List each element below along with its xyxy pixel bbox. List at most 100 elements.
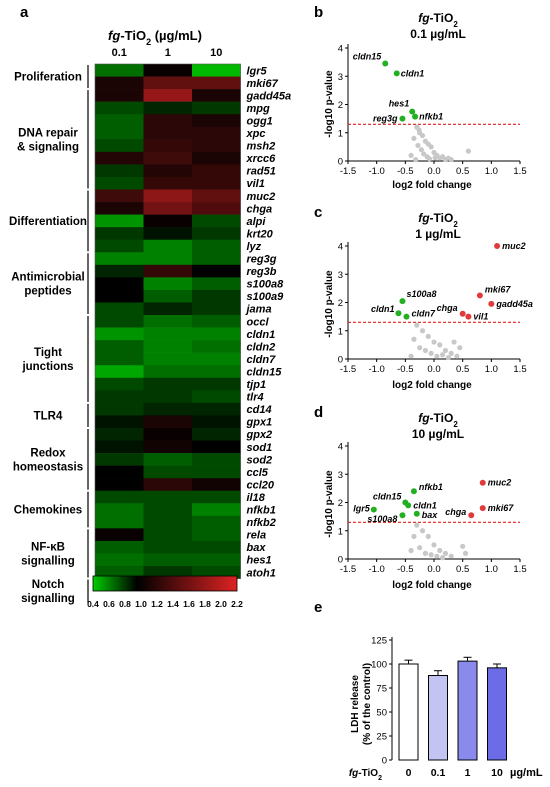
significant-point [395, 310, 402, 317]
heatmap-cell [143, 227, 193, 240]
heatmap-gene-label: chga [247, 203, 273, 215]
ns-point [431, 542, 437, 548]
gene-label: chga [445, 507, 466, 517]
heatmap-cell [95, 89, 144, 102]
significant-point [382, 60, 389, 67]
heatmap-cell [143, 315, 193, 328]
panel-e-ylabel-2: (% of the control) [362, 663, 373, 745]
significant-point [479, 505, 486, 512]
heatmap-cell [95, 239, 144, 253]
heatmap-cell [143, 478, 193, 491]
significant-point [465, 313, 472, 320]
heatmap-cell [192, 490, 241, 504]
ns-point [434, 353, 440, 359]
heatmap-cell [192, 101, 241, 115]
heatmap-cell [143, 214, 193, 228]
heatmap-column-label: 10 [210, 47, 222, 59]
ns-point [440, 554, 446, 561]
panel-c-title: fg-TiO2 [418, 211, 458, 229]
panel-c-ylabel: -log10 p-value [324, 270, 335, 338]
significant-point [488, 300, 495, 307]
gene-label: mki67 [485, 284, 512, 294]
heatmap-gene-label: il18 [247, 492, 266, 504]
x-tick-label: 0.5 [456, 364, 469, 375]
heatmap-gene-label: lyz [247, 241, 262, 253]
heatmap-cell [192, 315, 241, 328]
heatmap-gene-labels: lgr5mki67gadd45ampgogg1xpcmsh2xrcc6rad51… [245, 65, 292, 579]
heatmap-cell [192, 227, 241, 240]
heatmap-gene-label: krt20 [247, 228, 274, 240]
bar [457, 660, 478, 761]
ns-point [448, 350, 454, 356]
heatmap-cell [192, 214, 241, 228]
panel-b-xlabel: log2 fold change [392, 180, 472, 191]
heatmap-gene-label: xpc [246, 128, 266, 140]
gene-label: bax [422, 510, 439, 520]
heatmap-cell [143, 390, 193, 404]
heatmap-cell [143, 277, 193, 291]
heatmap-cell [143, 76, 193, 90]
gene-label: reg3g [373, 114, 398, 124]
panel-a-letter: a [20, 4, 29, 21]
heatmap-cell [95, 365, 144, 379]
heatmap-cell [95, 76, 144, 90]
x-tick-label: -1.5 [340, 364, 356, 375]
heatmap-cell [192, 239, 241, 253]
ns-point [425, 533, 431, 540]
ns-point [419, 328, 426, 334]
heatmap-cell [95, 101, 144, 115]
heatmap-cell [143, 490, 193, 504]
heatmap-gene-label: ogg1 [247, 115, 273, 127]
significant-point [393, 70, 400, 77]
heatmap-cell [95, 302, 144, 316]
x-tick-label: -1.5 [340, 564, 356, 575]
heatmap-gene-label: bax [247, 542, 267, 554]
y-tick-label: 4 [338, 44, 343, 55]
heatmap-gene-label: cldn1 [247, 329, 276, 341]
ns-point [460, 543, 466, 549]
ns-point [408, 547, 414, 554]
colorbar-tick-label: 1.2 [151, 599, 163, 609]
heatmap-gene-label: nfkb2 [247, 517, 276, 529]
x-tick-label: 1.0 [485, 166, 498, 177]
heatmap-cell [95, 402, 144, 416]
significant-point [468, 512, 475, 519]
heatmap-group-labels: Proliferation DNA repair & signaling Differ… [9, 65, 89, 605]
x-tick-label: 0.5 [456, 166, 469, 177]
gene-label: chga [437, 303, 458, 313]
heatmap-cell [95, 327, 144, 341]
y-tick-label: 4 [338, 442, 343, 453]
heatmap-cell [143, 302, 193, 316]
heatmap-gene-label: reg3g [247, 254, 277, 266]
group-label: Antimicrobial [11, 272, 84, 284]
heatmap-cell [95, 139, 144, 153]
gene-label: s100a8 [367, 514, 397, 524]
ns-point [414, 322, 420, 328]
colorbar-tick-label: 1.4 [167, 599, 179, 609]
bar-category-label: 0 [406, 767, 412, 779]
ns-point [448, 156, 454, 163]
x-tick-label: 0.0 [427, 364, 440, 375]
heatmap-cell [95, 289, 144, 303]
heatmap-cell [192, 465, 241, 479]
gene-label: gadd45a [495, 299, 533, 309]
y-tick-label: 2 [338, 498, 343, 509]
panel-d-letter: d [314, 404, 323, 421]
group-label: Notch [32, 579, 65, 591]
colorbar: 0.4 0.6 0.8 1.0 1.2 1.4 1.6 1.8 2.0 2.2 [87, 575, 243, 609]
panel-e-xunit: µg/mL [510, 767, 543, 779]
bar-category-label: 0.1 [431, 767, 446, 779]
heatmap-cell [143, 503, 193, 517]
gene-label: cldn15 [373, 492, 403, 502]
panel-b-subtitle: 0.1 µg/mL [410, 27, 466, 41]
bar-y-tick-label: 125 [371, 636, 387, 647]
heatmap-gene-label: tjp1 [247, 379, 267, 391]
ns-point [445, 354, 451, 361]
significant-point [412, 113, 419, 120]
heatmap-gene-label: muc2 [247, 191, 276, 203]
heatmap-cell [143, 377, 193, 391]
x-tick-label: 1.5 [513, 166, 526, 177]
gene-label: cldn1 [371, 304, 395, 314]
group-label: Tight [34, 347, 62, 359]
heatmap-gene-label: occl [247, 316, 270, 328]
